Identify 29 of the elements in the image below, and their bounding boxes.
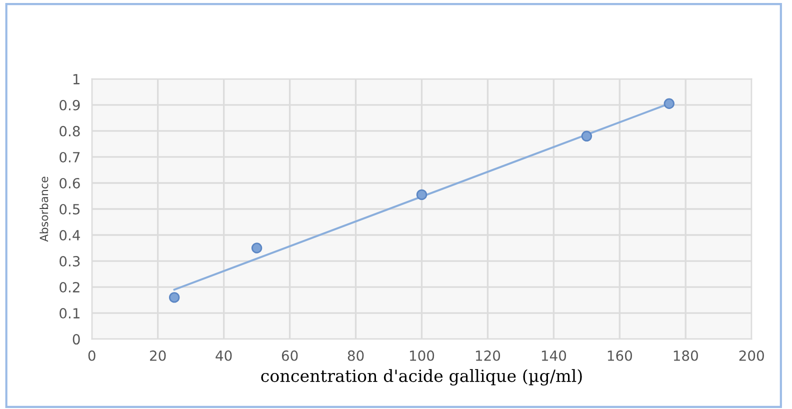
y-tick-label: 0.9 <box>60 100 80 110</box>
y-tick-label: 0.6 <box>60 178 80 188</box>
point <box>416 189 428 200</box>
x-axis-title: concentration d'acide gallique (µg/ml) <box>261 369 582 386</box>
y-tick-label: 0.1 <box>60 308 80 319</box>
y-tick-label: 0 <box>72 334 80 345</box>
point <box>581 130 592 142</box>
x-tick-label: 60 <box>282 350 298 361</box>
x-tick-label: 200 <box>739 350 764 361</box>
y-tick-label: 0.2 <box>60 282 80 293</box>
x-tick-label: 0 <box>88 350 96 361</box>
x-tick-label: 140 <box>542 350 566 361</box>
x-tick-label: 80 <box>348 350 364 361</box>
point <box>168 292 180 303</box>
y-tick-label: 0.7 <box>60 152 80 162</box>
point <box>251 242 262 254</box>
x-tick-label: 100 <box>410 350 434 361</box>
y-tick-label: 0.5 <box>60 204 80 214</box>
y-tick-label: 0.4 <box>60 230 80 240</box>
x-tick-label: 20 <box>150 350 166 361</box>
y-axis-title: Absorbance <box>40 176 48 242</box>
x-tick-label: 160 <box>608 350 632 361</box>
y-tick-label: 0.3 <box>60 256 80 266</box>
x-tick-label: 40 <box>216 350 232 361</box>
x-tick-label: 180 <box>674 350 698 361</box>
point <box>664 98 674 109</box>
y-tick-label: 0.8 <box>60 126 80 136</box>
x-tick-label: 120 <box>476 350 500 361</box>
y-tick-label: 1 <box>73 74 80 84</box>
